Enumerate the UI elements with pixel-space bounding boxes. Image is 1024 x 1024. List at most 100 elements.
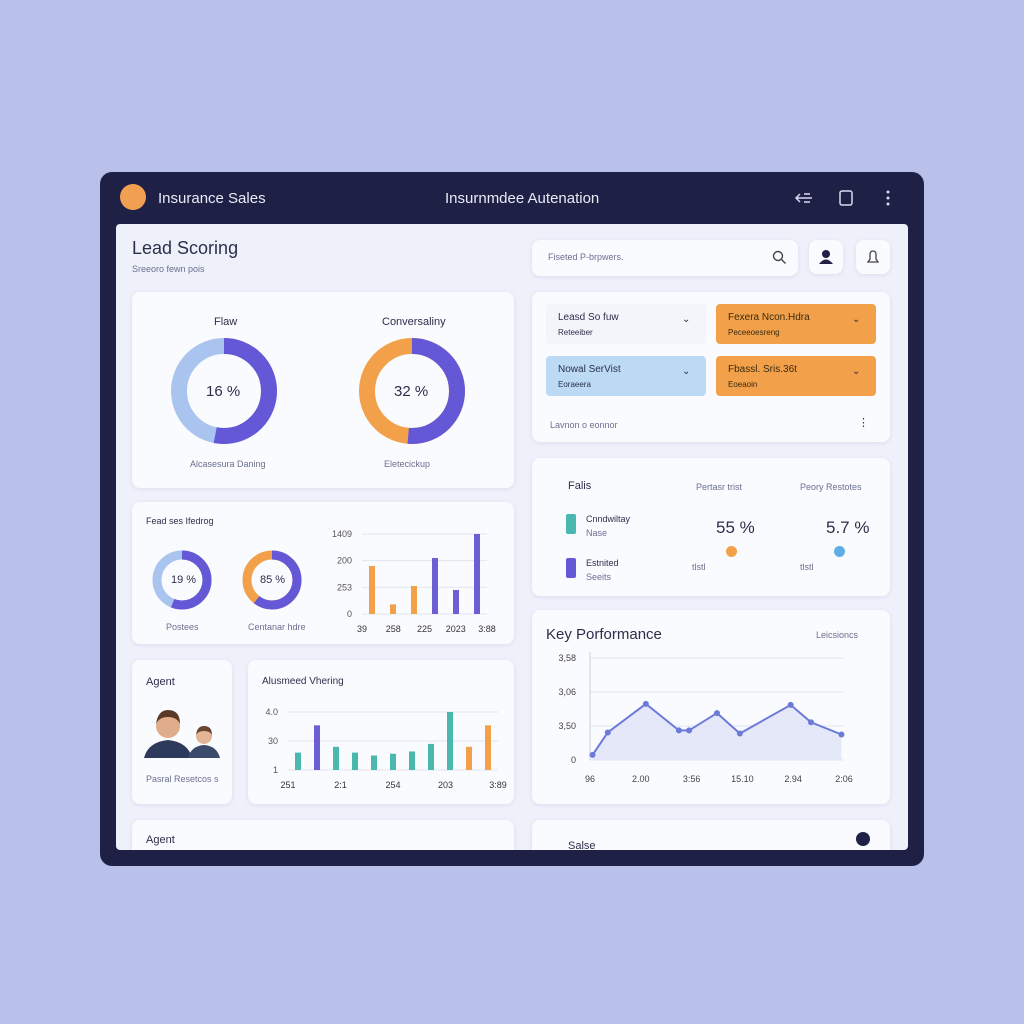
bar	[295, 752, 301, 770]
avatar	[856, 832, 870, 846]
line-point	[714, 710, 720, 717]
card-link[interactable]: Leicsioncs	[816, 630, 859, 640]
bar	[453, 590, 459, 614]
line-point	[736, 730, 743, 737]
donut-arc	[359, 338, 465, 444]
chevron: ⌄	[852, 366, 861, 377]
donut-value: 32 %	[394, 383, 429, 400]
bottom-card: Salse	[532, 820, 890, 850]
mini-donuts	[152, 550, 302, 610]
card-title: Agent	[146, 676, 175, 688]
more-icon[interactable]: ⋮	[858, 417, 869, 429]
bar	[466, 746, 472, 770]
y-tick-label: 3,06	[558, 687, 576, 697]
stat-dot	[834, 546, 845, 557]
y-tick-label: 0	[347, 609, 352, 619]
dropdown-sub: Eoraeera	[558, 380, 591, 389]
y-tick-label: 3,50	[558, 721, 576, 731]
dropdown-sub: Reteeiber	[558, 328, 593, 337]
y-tick-label: 1	[273, 765, 278, 775]
search-placeholder: Fiseted P-brpwers.	[548, 252, 624, 262]
y-tick-label: 30	[268, 736, 278, 746]
y-tick-label: 3,58	[558, 653, 576, 663]
stat-foot: tlstl	[692, 562, 706, 572]
legend-swatch	[566, 514, 576, 534]
dropdown[interactable]: Leasd So fuw Reteeiber ⌄	[546, 304, 706, 344]
x-tick-label: 254	[385, 780, 400, 790]
line-point	[589, 751, 596, 758]
chevron: ⌄	[682, 366, 691, 377]
x-tick-label: 2.00	[632, 774, 650, 784]
x-tick-label: 2:06	[835, 774, 853, 784]
legend-title: Cnndwiltay	[586, 514, 631, 524]
line	[591, 702, 842, 756]
x-tick-label: 203	[438, 780, 453, 790]
x-tick-label: 225	[417, 624, 432, 634]
donut-label: Flaw	[214, 316, 238, 328]
stat-dot	[726, 546, 737, 557]
bar	[371, 755, 377, 770]
donut-caption: Eletecickup	[384, 459, 431, 469]
bar	[352, 752, 358, 770]
legend-swatch	[566, 558, 576, 578]
line-point	[686, 727, 693, 734]
column-header: Peory Restotes	[800, 482, 862, 492]
y-tick-label: 1409	[332, 529, 352, 539]
column-header: Pertasr trist	[696, 482, 743, 492]
dropdown-title: Leasd So fuw	[558, 312, 619, 323]
donut-caption: Centanar hdre	[248, 622, 306, 632]
agent-card: Agent Pasral Resetcos s	[132, 660, 232, 804]
line-chart: 3,58 3,06 3,50 0 96 2.00 3:56 15.10 2.94 2:06	[558, 652, 853, 784]
line-point	[642, 700, 649, 707]
bar	[390, 753, 396, 770]
dropdown[interactable]: Fbassl. Sris.36t Eoeaoin ⌄	[716, 356, 876, 396]
donut-label: Conversaliny	[382, 316, 446, 328]
x-tick-label: 2.94	[784, 774, 802, 784]
legend-title: Estnited	[586, 558, 619, 568]
bottom-card: Agent	[132, 820, 514, 850]
y-tick-label: 4.0	[265, 707, 278, 717]
donut-value: 19 %	[171, 574, 197, 586]
card-title: Alusmeed Vhering	[262, 676, 344, 687]
bar	[447, 712, 453, 770]
dropdown-sub: Peceeoesreng	[728, 328, 780, 337]
x-tick-label: 15.10	[731, 774, 754, 784]
section-subtitle: Sreeoro fewn pois	[132, 264, 205, 274]
donut-value: 85 %	[260, 574, 286, 586]
search-box[interactable]: Fiseted P-brpwers.	[532, 240, 798, 276]
chevron: ⌄	[682, 314, 691, 325]
bar	[390, 604, 396, 614]
notify-button[interactable]	[856, 240, 890, 274]
bar-chart: 1409 200 253 0 39 258 225 2023 3:88	[332, 529, 496, 634]
donut-arc	[152, 550, 212, 610]
bar	[409, 751, 415, 770]
legend-sub: Seeits	[586, 572, 612, 582]
line-point	[787, 701, 794, 708]
x-tick-label: 3:89	[489, 780, 507, 790]
section-title: Lead Scoring	[132, 238, 239, 258]
dropdown[interactable]: Nowal SerVist Eoraeera ⌄	[546, 356, 706, 396]
card-title: Salse	[568, 840, 596, 850]
bar	[411, 586, 417, 614]
notify-icon	[866, 250, 880, 263]
bar	[369, 566, 375, 614]
dropdown[interactable]: Fexera Ncon.Hdra Peceeoesreng ⌄	[716, 304, 876, 344]
filters-footer: Lavnon o eonnor	[550, 420, 618, 430]
window-icons[interactable]	[790, 186, 900, 210]
x-tick-label: 3:88	[478, 624, 496, 634]
donut-value: 16 %	[206, 383, 241, 400]
x-tick-label: 2023	[446, 624, 466, 634]
line-point	[838, 731, 845, 738]
x-tick-label: 3:56	[683, 774, 701, 784]
center-title: Insurnmdee Autenation	[445, 190, 600, 207]
donut-card: Flaw Conversaliny 16 % 32 % Alcasesura D…	[132, 292, 514, 488]
falis-card: Falis Pertasr trist Peory Restotes Cnndw…	[532, 458, 890, 596]
user-icon	[819, 250, 833, 264]
line-point	[604, 729, 611, 736]
user-button[interactable]	[809, 240, 843, 274]
donut-arc	[171, 338, 277, 444]
content: Lead Scoring Sreeoro fewn pois Fiseted P…	[116, 224, 908, 850]
x-tick-label: 39	[357, 624, 367, 634]
filters-card: Leasd So fuw Reteeiber ⌄ Fexera Ncon.Hdra Pe…	[532, 292, 890, 442]
